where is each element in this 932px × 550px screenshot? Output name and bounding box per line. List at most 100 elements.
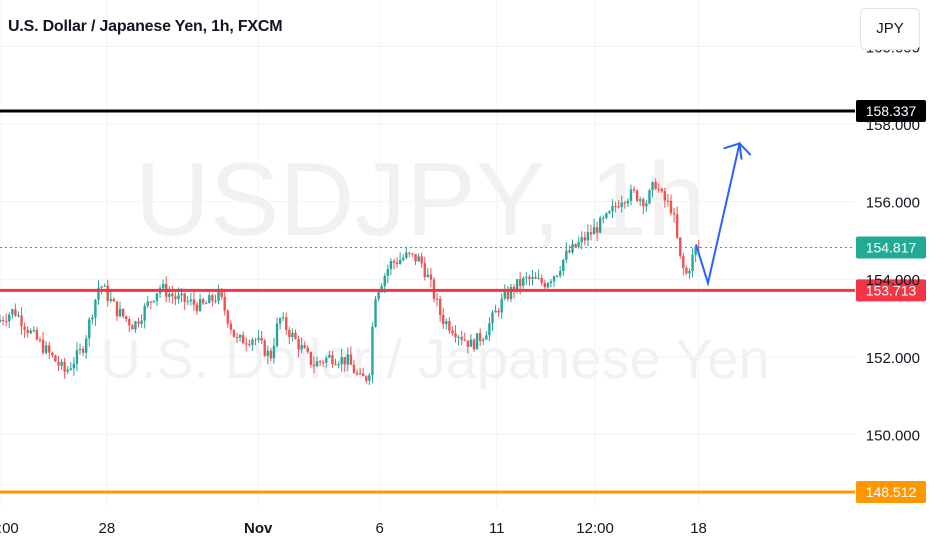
candle-body-22 [66,369,69,372]
candle-body-171 [525,276,528,278]
candle-body-79 [241,334,245,344]
candle-body-140 [429,274,433,280]
candle-body-19 [57,361,60,366]
candle-body-176 [540,277,543,283]
candle-body-221 [679,237,682,256]
candle-body-162 [497,310,500,313]
candle-body-132 [405,252,408,258]
candle-body-98 [300,345,303,350]
candle-body-202 [620,202,623,207]
candle-body-28 [84,338,88,353]
candle-body-185 [568,250,571,253]
candle-body-122 [374,298,377,327]
candle-body-61 [186,301,189,303]
candle-body-15 [44,345,48,353]
candle-body-129 [395,262,399,264]
candle-body-196 [602,217,605,219]
candle-body-77 [235,337,239,339]
candle-body-56 [171,293,174,297]
candle-body-164 [503,291,506,299]
candle-body-115 [352,364,356,374]
currency-button[interactable]: JPY [860,8,920,50]
candle-body-30 [91,317,94,320]
candle-body-158 [485,335,488,340]
candle-body-151 [463,339,466,341]
candle-body-206 [632,189,636,191]
price-tick-label: 154.000 [866,272,920,289]
projection-arrowhead [723,142,743,160]
candle-body-75 [229,323,233,330]
candle-body-131 [402,257,405,260]
candle-body-1 [1,319,5,322]
candle-body-142 [435,298,439,300]
candle-body-100 [306,347,309,352]
candle-body-68 [208,295,211,304]
floor-price-tag [856,481,926,504]
candle-body-31 [94,299,97,318]
horizontal-levels[interactable]: 158.337 154.817 153.713 148.512 [0,100,926,504]
candle-body-40 [121,308,125,317]
candle-body-128 [392,261,396,263]
symbol-watermark: USDJPY, 1h U.S. Dollar / Japanese Yen [100,142,769,390]
candle-body-0 [0,319,2,322]
candle-body-48 [146,301,149,306]
candle-body-181 [555,275,559,277]
candle-body-4 [11,309,14,315]
price-tick-label: 158.000 [866,117,920,134]
candle-body-41 [124,316,128,320]
candle-body-224 [688,270,691,274]
candle-body-118 [362,373,365,377]
candle-body-29 [88,319,91,339]
candle-body-6 [17,315,20,317]
candle-body-146 [448,321,451,331]
candle-body-37 [112,298,116,302]
candle-body-16 [48,345,51,353]
candle-body-207 [635,190,639,201]
candle-body-104 [318,361,322,363]
candle-body-58 [177,295,180,300]
projection-arrow[interactable] [695,141,752,287]
candle-body-130 [398,259,402,264]
time-tick-label: 6 [375,520,383,537]
candle-body-216 [663,191,667,201]
candle-body-152 [466,340,470,347]
candle-body-27 [81,348,85,353]
candle-body-14 [41,339,45,353]
candle-body-136 [417,256,420,262]
candle-body-205 [629,189,633,201]
candle-body-191 [586,232,590,241]
candle-body-110 [337,364,340,366]
candle-body-20 [60,361,63,366]
candle-body-84 [257,337,260,340]
candle-body-183 [562,259,565,272]
candle-body-33 [100,286,103,288]
candle-body-147 [451,330,454,334]
candle-body-180 [552,276,556,282]
candle-body-195 [599,217,602,233]
time-tick-label: 18 [690,520,707,537]
candle-body-127 [389,261,393,270]
candle-body-160 [491,312,494,324]
candle-body-209 [642,199,645,207]
candle-body-154 [472,339,476,350]
candle-body-138 [423,263,426,277]
candle-body-106 [325,357,328,363]
candle-body-120 [368,375,371,381]
candle-body-96 [294,332,297,339]
candle-body-172 [528,276,531,279]
candle-body-105 [321,361,325,363]
candle-body-83 [254,339,257,341]
projection-path[interactable] [695,141,752,287]
candle-body-170 [522,277,525,286]
candle-body-186 [571,244,574,253]
candle-body-42 [128,319,131,326]
candle-body-213 [654,182,657,189]
support-price-tag [856,279,926,302]
time-axis[interactable]: 12:00 28 Nov 6 11 12:00 18 [0,520,707,537]
candle-body-87 [266,350,269,356]
candle-body-148 [454,333,457,338]
chart-grid [0,0,855,508]
candle-body-125 [383,275,386,287]
candle-body-34 [103,285,106,287]
